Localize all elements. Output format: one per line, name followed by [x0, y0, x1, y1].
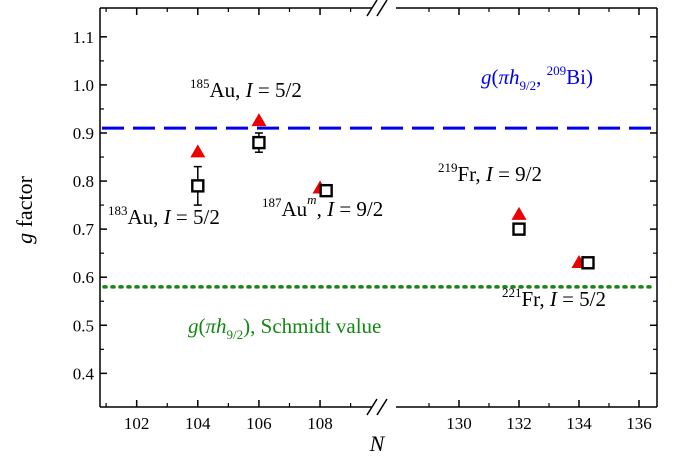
- y-tick-label: 0.6: [73, 268, 94, 287]
- label-bi209-reference: g(πh9/2, 209Bi): [481, 63, 593, 93]
- axis-break-mark: [376, 0, 388, 17]
- y-tick-label: 1.1: [73, 28, 94, 47]
- y-axis-title: g factor: [12, 175, 37, 243]
- y-tick-label: 0.8: [73, 172, 94, 191]
- label-187au-m: 187Aum, I = 9/2: [262, 192, 383, 221]
- axis-break-mark: [366, 398, 378, 416]
- x-axis-title: N: [369, 431, 386, 456]
- y-tick-label: 0.5: [73, 316, 94, 335]
- triangle-data-point: [251, 113, 267, 127]
- square-data-point: [581, 256, 595, 270]
- y-tick-label: 0.7: [73, 220, 95, 239]
- square-data-point: [319, 183, 333, 198]
- x-tick-labels: 102 104 106 108 130 132 134 136: [124, 414, 652, 433]
- label-185au: 185Au, I = 5/2: [190, 76, 302, 102]
- label-219fr: 219Fr, I = 9/2: [438, 160, 542, 186]
- y-tick-label: 1.0: [73, 76, 94, 95]
- square-data-point: [512, 222, 526, 236]
- label-schmidt-reference: g(πh9/2), Schmidt value: [188, 314, 381, 342]
- x-tick-label: 134: [566, 414, 592, 433]
- square-data-point: [191, 179, 205, 193]
- x-tick-label: 136: [626, 414, 652, 433]
- axes-frame: [99, 0, 658, 416]
- x-tick-label: 102: [124, 414, 150, 433]
- label-221fr: 221Fr, I = 5/2: [502, 285, 606, 311]
- y-tick-label: 0.4: [73, 364, 95, 383]
- data-markers: [190, 113, 595, 270]
- axis-break-mark: [376, 398, 388, 416]
- x-tick-label: 132: [506, 414, 532, 433]
- x-tick-label: 104: [185, 414, 211, 433]
- triangle-data-point: [190, 144, 206, 158]
- label-183au: 183Au, I = 5/2: [108, 203, 220, 229]
- x-tick-label: 130: [446, 414, 472, 433]
- x-tick-label: 108: [307, 414, 333, 433]
- square-data-point: [252, 135, 266, 150]
- x-tick-label: 106: [246, 414, 272, 433]
- y-tick-label: 0.9: [73, 124, 94, 143]
- y-tick-labels: 0.4 0.5 0.6 0.7 0.8 0.9 1.0 1.1: [73, 28, 95, 384]
- axis-break-mark: [366, 0, 378, 17]
- triangle-data-point: [511, 206, 527, 220]
